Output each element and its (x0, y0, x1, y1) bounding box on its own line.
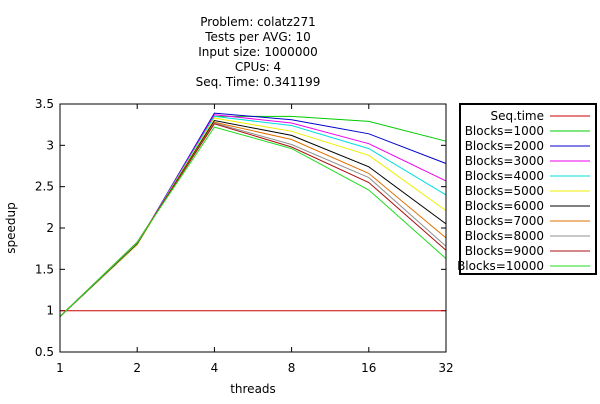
series-lines (59, 112, 447, 317)
series-line-blocks-10000 (59, 126, 447, 317)
x-tick-label: 1 (56, 361, 64, 375)
series-line-blocks-4000 (59, 115, 447, 317)
y-tick-label: 1.5 (35, 262, 54, 276)
y-tick-label: 1 (46, 304, 54, 318)
legend-label: Blocks=2000 (465, 139, 544, 153)
legend-label: Seq.time (490, 109, 544, 123)
x-tick-label: 32 (438, 361, 453, 375)
x-axis-ticks: 1 2 4 8 16 32 (56, 104, 454, 375)
title-line: Problem: colatz271 (200, 15, 315, 29)
legend-label: Blocks=1000 (465, 124, 544, 138)
series-line-blocks-7000 (59, 121, 447, 317)
series-line-blocks-5000 (59, 117, 447, 317)
series-line-blocks-6000 (59, 119, 447, 317)
x-tick-label: 8 (288, 361, 296, 375)
y-tick-label: 2 (46, 221, 54, 235)
x-tick-label: 4 (211, 361, 219, 375)
series-line-blocks-2000 (59, 112, 447, 317)
y-tick-label: 3 (46, 138, 54, 152)
series-line-blocks-1000 (59, 115, 447, 317)
title-line: Seq. Time: 0.341199 (196, 75, 321, 89)
x-axis-label: threads (230, 382, 276, 396)
y-tick-label: 2.5 (35, 180, 54, 194)
legend-label: Blocks=4000 (465, 169, 544, 183)
y-tick-label: 0.5 (35, 345, 54, 359)
y-axis-label: speedup (4, 202, 18, 253)
legend-label: Blocks=8000 (465, 229, 544, 243)
title-line: Tests per AVG: 10 (204, 30, 311, 44)
legend-label: Blocks=7000 (465, 214, 544, 228)
legend-box (459, 103, 597, 275)
legend-label: Blocks=9000 (465, 244, 544, 258)
title-line: Input size: 1000000 (198, 45, 317, 59)
y-axis-ticks: 0.5 1 1.5 2 2.5 3 3.5 (35, 97, 446, 359)
legend-label: Blocks=3000 (465, 154, 544, 168)
x-tick-label: 16 (361, 361, 376, 375)
series-line-blocks-3000 (59, 114, 447, 317)
plot-frame (59, 103, 447, 353)
title-line: CPUs: 4 (235, 60, 281, 74)
series-line-blocks-8000 (59, 122, 447, 317)
x-tick-label: 2 (133, 361, 141, 375)
legend: Seq.timeBlocks=1000Blocks=2000Blocks=300… (457, 103, 597, 275)
legend-label: Blocks=5000 (465, 184, 544, 198)
legend-label: Blocks=10000 (457, 259, 544, 273)
y-tick-label: 3.5 (35, 97, 54, 111)
legend-label: Blocks=6000 (465, 199, 544, 213)
